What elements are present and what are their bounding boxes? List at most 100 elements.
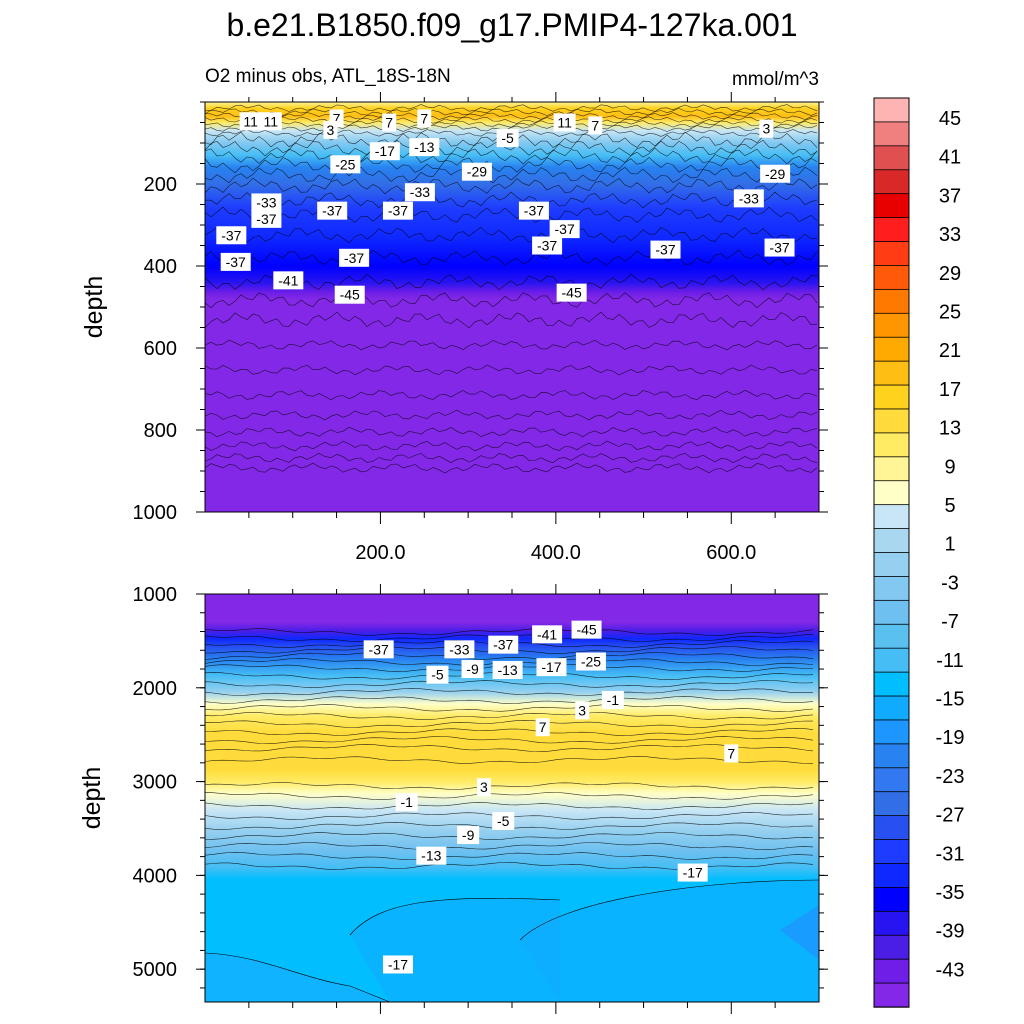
contour-label-box: [216, 226, 247, 245]
contour-line: [205, 116, 818, 124]
colorbar-tick-label: -27: [936, 805, 965, 827]
colorbar-swatch: [873, 217, 910, 243]
contour-line: [205, 104, 818, 112]
contour-line: [205, 861, 814, 870]
contour-label-box: [733, 189, 764, 208]
colorbar-tick-label: 5: [944, 495, 955, 517]
contour-line: [205, 440, 818, 452]
contour-label-text: -37: [221, 227, 241, 243]
contour-line: [205, 364, 818, 376]
colorbar-swatch: [873, 695, 910, 721]
contour-label: -37: [549, 220, 580, 239]
contour-label: -45: [556, 283, 587, 302]
contour-line: [205, 311, 818, 329]
upper-field: [205, 102, 819, 512]
contour-label: -17: [677, 863, 708, 882]
contour-label: -1: [601, 690, 624, 709]
contour-label-box: [404, 183, 435, 202]
contour-line: [205, 687, 814, 696]
colorbar-tick-label: 25: [939, 302, 961, 324]
contour-label-box: [650, 240, 681, 259]
contour-label: -33: [444, 640, 475, 659]
colorbar-swatch: [873, 336, 910, 362]
colorbar-swatch: [873, 528, 910, 554]
contour-label: 7: [417, 109, 432, 128]
contour-label-text: 11: [264, 113, 279, 129]
contour-line: [205, 112, 818, 120]
contour-label-box: [330, 155, 361, 174]
contour-label: -13: [409, 138, 440, 157]
colorbar-swatch: [873, 815, 910, 841]
lower-contour-lines: [205, 627, 819, 1002]
colorbar-tick-label: 17: [939, 379, 961, 401]
contour-label-box: [382, 201, 413, 220]
contour-label-text: -13: [421, 848, 441, 864]
contour-line: [205, 206, 818, 223]
contour-label-box: [457, 826, 480, 845]
contour-label: -37: [216, 226, 247, 245]
contour-label-box: [395, 793, 418, 812]
y-tick-label: 4000: [133, 865, 178, 887]
y-tick-label: 400: [144, 256, 177, 278]
colorbar-swatch: [873, 839, 910, 865]
contour-label: -13: [492, 660, 523, 679]
contour-line: [205, 452, 818, 464]
contour-label-box: [760, 164, 791, 183]
upper-contour-lines: [205, 104, 818, 474]
contour-label-box: [382, 955, 413, 974]
colorbar-frame: [873, 97, 910, 1008]
contour-label-text: -37: [493, 637, 513, 653]
contour-label: -29: [461, 162, 492, 181]
contour-line: [205, 139, 818, 157]
colorbar-swatch: [873, 360, 910, 386]
contour-label-text: 11: [557, 115, 572, 131]
contour-label-box: [556, 283, 587, 302]
contour-label: -5: [496, 129, 519, 148]
contour-label-box: [536, 658, 567, 677]
colorbar-swatch: [873, 265, 910, 291]
contour-line: [205, 226, 818, 244]
contour-label: -17: [536, 658, 567, 677]
contour-label: -45: [571, 620, 602, 639]
colorbar-tick-label: 33: [939, 224, 961, 246]
contour-label-box: [518, 201, 549, 220]
colorbar-swatch: [873, 791, 910, 817]
contour-label: 3: [759, 119, 774, 138]
contour-label-text: -5: [431, 667, 444, 683]
colorbar-tick-label: 9: [944, 456, 955, 478]
colorbar-swatch: [873, 408, 910, 434]
colorbar-swatch: [873, 576, 910, 602]
contour-label: 3: [476, 778, 491, 797]
contour-label-text: -37: [524, 203, 544, 219]
colorbar-tick-label: -23: [936, 766, 965, 788]
y-tick-label: 1000: [133, 502, 178, 524]
contour-label: -37: [518, 201, 549, 220]
contour-label-text: -17: [541, 659, 561, 675]
contour-label-text: -33: [449, 641, 469, 657]
contour-line: [205, 191, 818, 209]
contour-line: [205, 832, 814, 841]
contour-label: -5: [492, 811, 515, 830]
x-tick-label: 400.0: [531, 542, 581, 564]
colorbar-swatch: [873, 886, 910, 913]
contour-label-box: [532, 236, 563, 255]
contour-label: 3: [323, 120, 338, 139]
contour-label: -37: [382, 201, 413, 220]
contour-label-text: -5: [497, 813, 510, 829]
contour-line: [205, 108, 818, 116]
contour-line: [205, 147, 818, 165]
lower-contour-labels: -37 -33 -37-41 -45-25-5 -9 -13 -173-1773-1-5-9…: [363, 620, 739, 974]
contour-label-text: 11: [243, 113, 258, 129]
contour-label-text: -37: [256, 211, 276, 227]
contour-label-box: [323, 120, 338, 139]
contour-label-text: -41: [537, 626, 557, 642]
colorbar-swatch: [873, 863, 910, 889]
contour-label-text: -45: [562, 285, 582, 301]
x-tick-label: 200.0: [355, 542, 405, 564]
contour-label-box: [476, 778, 491, 797]
contour-label-box: [251, 193, 282, 212]
lower-deep-patch-right: [520, 880, 819, 1002]
contour-label-text: -37: [388, 203, 408, 219]
contour-label-text: 7: [727, 745, 735, 761]
colorbar-tick-label: -39: [936, 921, 965, 943]
